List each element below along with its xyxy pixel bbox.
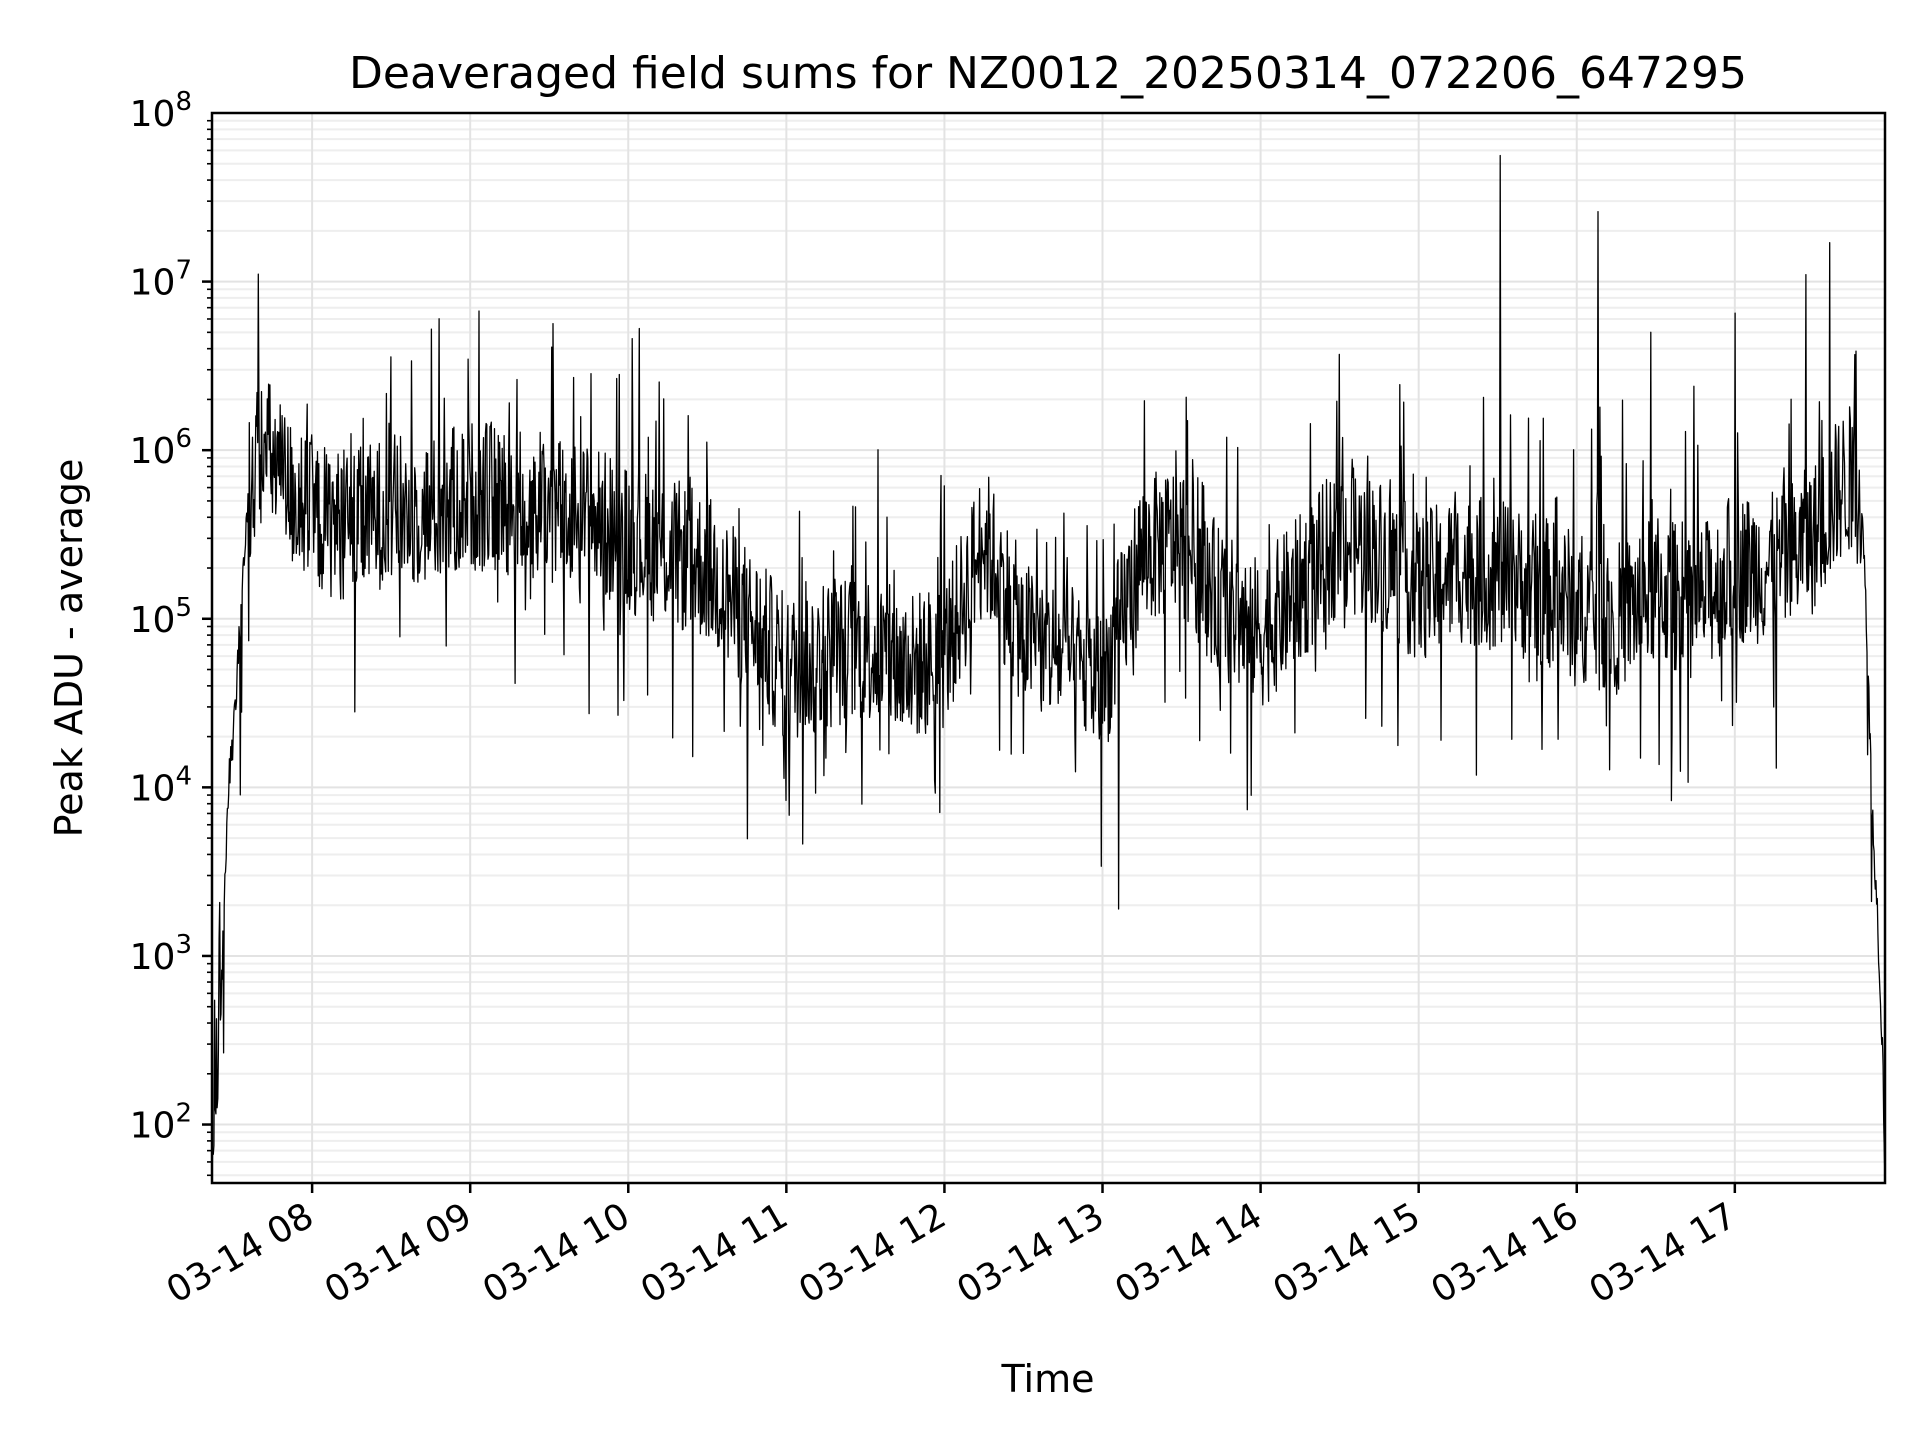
grid bbox=[212, 112, 1885, 1183]
plot-frame bbox=[210, 111, 1887, 1185]
series-line bbox=[211, 154, 1886, 1180]
y-tick-label: 104 bbox=[130, 761, 192, 809]
y-tick-exponent: 7 bbox=[175, 256, 192, 286]
y-tick-label: 103 bbox=[130, 930, 192, 978]
y-tick-label: 105 bbox=[130, 593, 192, 641]
y-tick-exponent: 4 bbox=[175, 761, 192, 791]
y-axis-label: Peak ADU - average bbox=[47, 459, 91, 838]
y-tick-label: 107 bbox=[130, 256, 192, 304]
y-tick-base: 10 bbox=[130, 431, 176, 472]
y-tick-exponent: 5 bbox=[175, 593, 192, 623]
y-tick-base: 10 bbox=[130, 768, 176, 809]
y-tick-label: 108 bbox=[130, 87, 192, 135]
y-tick-base: 10 bbox=[130, 263, 176, 304]
y-tick-base: 10 bbox=[130, 94, 176, 135]
series-layer bbox=[211, 154, 1886, 1180]
x-axis-label: Time bbox=[1001, 1357, 1095, 1401]
y-tick-exponent: 3 bbox=[175, 930, 192, 960]
y-tick-base: 10 bbox=[130, 937, 176, 978]
y-tick-exponent: 2 bbox=[175, 1099, 192, 1129]
chart-title: Deaveraged field sums for NZ0012_2025031… bbox=[349, 48, 1747, 99]
y-tick-base: 10 bbox=[130, 600, 176, 641]
y-tick-exponent: 6 bbox=[175, 424, 192, 454]
y-tick-base: 10 bbox=[130, 1106, 176, 1147]
y-tick-label: 102 bbox=[130, 1099, 192, 1147]
y-tick-label: 106 bbox=[130, 424, 192, 472]
y-tick-exponent: 8 bbox=[175, 87, 192, 117]
